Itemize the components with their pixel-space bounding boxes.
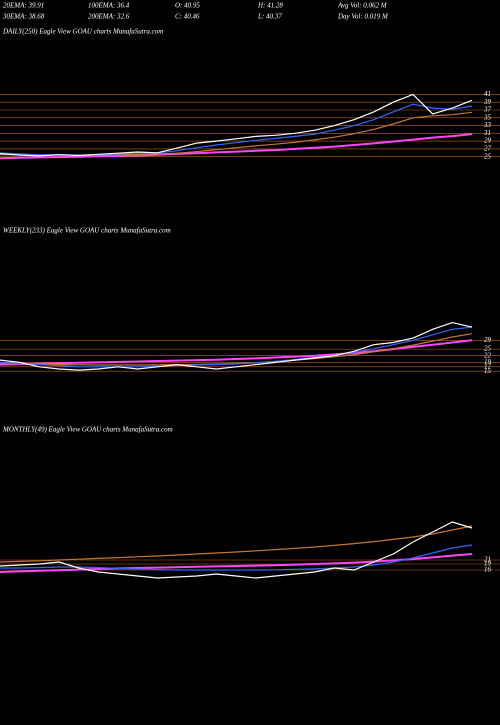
y-tick-label: 21 xyxy=(484,556,491,564)
panel-title: WEEKLY(233) Eagle View GOAU charts Munaf… xyxy=(3,227,171,235)
series-line xyxy=(0,525,473,563)
y-tick-label: 19 xyxy=(484,358,492,366)
y-tick-label: 27 xyxy=(484,144,492,152)
y-tick-label: 17 xyxy=(484,362,492,370)
y-tick-label: 22 xyxy=(484,351,492,359)
stat: Day Vol: 0.019 M xyxy=(337,13,389,21)
stat: C: 40.46 xyxy=(175,13,200,21)
stat: H: 41.28 xyxy=(257,2,283,10)
series-line xyxy=(0,321,473,371)
series-line xyxy=(0,133,473,160)
y-tick-label: 25 xyxy=(484,345,492,353)
series-line xyxy=(0,326,473,368)
panel-title: DAILY(250) Eagle View GOAU charts Munafa… xyxy=(2,28,163,36)
panel-title: MONTHLY(49) Eagle View GOAU charts Munaf… xyxy=(2,426,173,434)
stat: 30EMA: 38.68 xyxy=(2,13,45,21)
y-tick-label: 19 xyxy=(484,560,492,568)
y-tick-label: 37 xyxy=(483,106,492,114)
y-tick-label: 31 xyxy=(483,129,491,137)
y-tick-label: 29 xyxy=(484,137,492,145)
y-tick-label: 33 xyxy=(483,121,492,129)
stat: L: 40.37 xyxy=(257,13,282,21)
stat: 200EMA: 32.6 xyxy=(88,13,130,21)
y-tick-label: 29 xyxy=(484,336,492,344)
y-tick-label: 15 xyxy=(484,367,492,375)
y-tick-label: 35 xyxy=(483,113,492,121)
series-line xyxy=(0,553,473,573)
stat: 100EMA: 36.4 xyxy=(88,2,130,10)
y-tick-label: 25 xyxy=(484,152,492,160)
y-tick-label: 41 xyxy=(484,90,491,98)
y-tick-label: 39 xyxy=(483,98,492,106)
stat: Avg Vol: 0.062 M xyxy=(337,2,388,10)
stat: O: 40.95 xyxy=(175,2,200,10)
stat: 20EMA: 39.91 xyxy=(3,2,44,10)
series-line xyxy=(0,544,473,571)
series-line xyxy=(0,339,473,366)
series-line xyxy=(0,521,473,579)
y-tick-label: 16 xyxy=(484,566,492,574)
series-line xyxy=(0,93,473,157)
